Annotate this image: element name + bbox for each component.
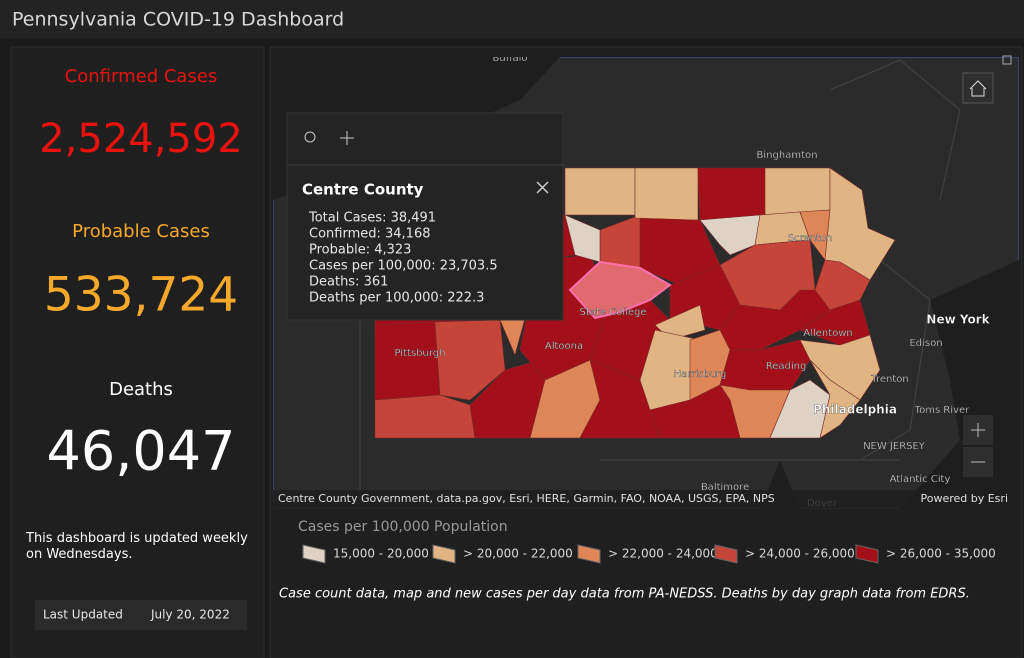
place-label: NEW JERSEY — [863, 441, 926, 452]
stat-value: 533,724 — [44, 268, 238, 323]
place-label: Pittsburgh — [395, 348, 446, 359]
home-icon — [969, 80, 987, 97]
stat-value: 46,047 — [47, 420, 236, 483]
popup — [286, 112, 564, 321]
legend-label: 15,000 - 20,000 — [333, 547, 429, 561]
expand-icon[interactable] — [1002, 55, 1012, 65]
close-icon[interactable] — [536, 181, 549, 194]
header-title: Pennsylvania COVID-19 Dashboard — [12, 9, 344, 31]
place-label: Binghamton — [757, 150, 818, 161]
place-label: Harrisburg — [674, 369, 727, 380]
legend-label: > 22,000 - 24,000 — [608, 547, 718, 561]
stat-label: Confirmed Cases — [65, 66, 218, 87]
place-label: Scranton — [788, 233, 833, 244]
place-label: Baltimore — [701, 482, 749, 493]
stat-label: Deaths — [109, 379, 173, 400]
selected-county[interactable] — [568, 260, 672, 320]
legend-label: > 24,000 - 26,000 — [745, 547, 855, 561]
popup-line: Total Cases: 38,491 — [308, 211, 436, 226]
place-label: Atlantic City — [890, 474, 951, 485]
popup-line: Probable: 4,323 — [309, 243, 411, 258]
last-updated-value: July 20, 2022 — [150, 608, 230, 622]
zoom-to-icon[interactable] — [304, 131, 316, 143]
map-frame: Buffalo Binghamton Scranton State College Pi… — [273, 53, 1019, 509]
place-label: State College — [580, 307, 647, 318]
legend-swatch — [577, 544, 601, 564]
legend-title: Cases per 100,000 Population — [298, 519, 508, 535]
place-label: Philadelphia — [813, 403, 897, 417]
footnote: Case count data, map and new cases per d… — [279, 587, 970, 602]
attribution-bar — [273, 490, 1019, 509]
county[interactable] — [697, 167, 766, 221]
place-label: Buffalo — [492, 53, 527, 64]
state-border — [829, 59, 961, 201]
county[interactable] — [649, 384, 741, 439]
home-button[interactable] — [962, 72, 994, 104]
stat-value: 2,524,592 — [39, 116, 243, 162]
legend-swatch — [302, 544, 326, 564]
attribution: Centre County Government, data.pa.gov, E… — [278, 492, 775, 505]
place-label: Trenton — [870, 374, 908, 385]
place-label: Toms River — [914, 405, 970, 416]
header-bar — [0, 0, 1024, 38]
county[interactable] — [764, 167, 831, 216]
side-panel — [10, 46, 265, 658]
county[interactable] — [699, 214, 761, 256]
legend-label: > 20,000 - 22,000 — [463, 547, 573, 561]
county[interactable] — [809, 359, 861, 439]
legend-swatch — [855, 544, 879, 564]
popup-line: Cases per 100,000: 23,703.5 — [309, 259, 498, 274]
county[interactable] — [374, 394, 476, 439]
place-label: Allentown — [803, 328, 852, 339]
place-label: New York — [926, 313, 990, 327]
last-updated-label: Last Updated — [43, 608, 123, 622]
legend-swatch — [714, 544, 738, 564]
place-label: Reading — [766, 361, 807, 372]
water — [900, 260, 1019, 509]
last-updated-box — [35, 600, 247, 630]
county[interactable] — [634, 167, 699, 221]
county[interactable] — [374, 321, 441, 401]
legend-label: > 26,000 - 35,000 — [886, 547, 996, 561]
popup-title: Centre County — [302, 181, 424, 199]
move-icon[interactable] — [340, 131, 354, 145]
place-label: Altoona — [545, 341, 583, 352]
place-label: Edison — [909, 338, 942, 349]
map: Buffalo Binghamton Scranton State College Pi… — [273, 53, 1019, 509]
state-border — [859, 259, 931, 461]
esri-credit: Powered by Esri — [920, 492, 1008, 505]
county[interactable] — [564, 167, 636, 216]
popup-line: Confirmed: 34,168 — [309, 227, 431, 242]
plus-icon — [971, 423, 985, 437]
stat-label: Probable Cases — [72, 221, 210, 242]
popup-line: Deaths: 361 — [309, 275, 388, 290]
update-note: This dashboard is updated weekly on Wedn… — [26, 531, 248, 562]
popup-line: Deaths per 100,000: 222.3 — [309, 291, 484, 306]
legend-swatch — [432, 544, 456, 564]
